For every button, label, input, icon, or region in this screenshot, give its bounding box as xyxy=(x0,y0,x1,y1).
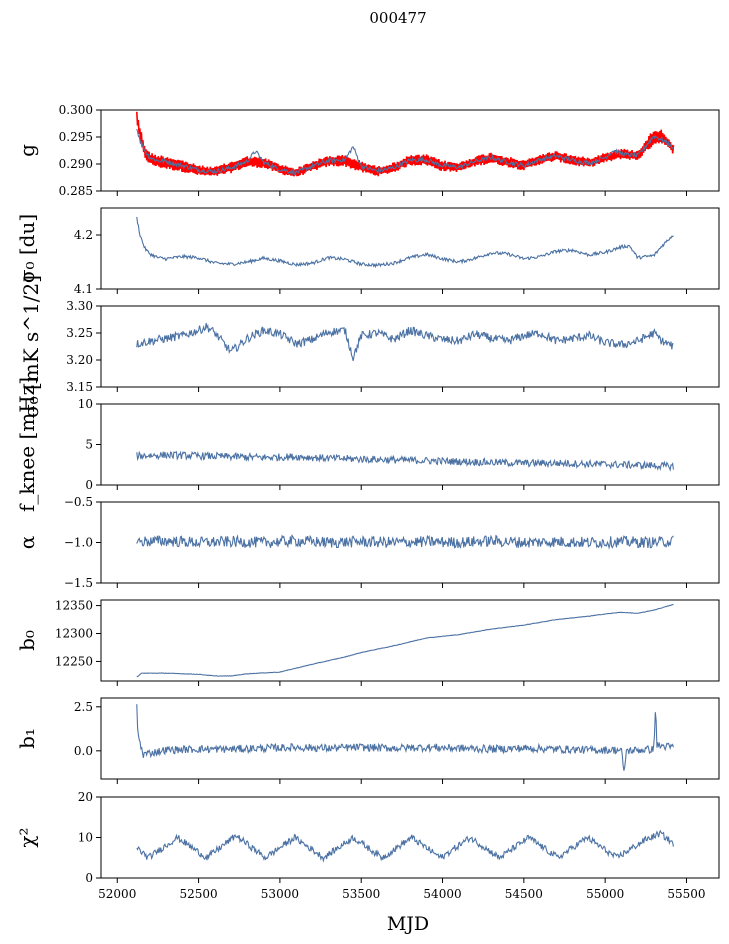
panel-g: 0.285 0.290 0.295 0.300 g xyxy=(15,103,720,198)
y-axis-label-sigma0_du: σ₀ [du] xyxy=(15,214,39,283)
x-tick-label: 54500 xyxy=(505,887,543,901)
plot-area-alpha xyxy=(136,534,674,550)
x-tick-label: 52000 xyxy=(98,887,136,901)
y-tick-label: 12250 xyxy=(55,654,93,668)
y-tick-label: −0.5 xyxy=(64,495,93,509)
plot-area-fknee xyxy=(136,450,675,472)
plot-area-g xyxy=(135,111,675,177)
plot-area-sigma0_mk xyxy=(136,322,674,361)
axes-frame-g xyxy=(100,109,720,192)
y-tick-label: 12300 xyxy=(55,627,93,641)
x-tick-label: 52500 xyxy=(179,887,217,901)
series-line-chi2 xyxy=(136,829,674,863)
y-tick-label: 2.5 xyxy=(74,700,93,714)
x-tick-label: 53000 xyxy=(261,887,299,901)
plot-area-b0 xyxy=(136,603,674,678)
series-line-sigma0_du xyxy=(136,216,674,269)
figure-title: 000477 xyxy=(369,9,426,27)
x-tick-label: 55500 xyxy=(667,887,705,901)
y-tick-label: 3.15 xyxy=(66,380,93,394)
y-tick-label: 3.25 xyxy=(66,326,93,340)
y-tick-label: 0.290 xyxy=(59,157,93,171)
y-tick-label: 4.2 xyxy=(74,228,93,242)
x-tick-label: 55000 xyxy=(586,887,624,901)
y-axis-label-b1: b₁ xyxy=(15,728,39,749)
series-line-fknee xyxy=(136,450,675,472)
y-tick-label: 5 xyxy=(85,438,93,452)
y-tick-label: 10 xyxy=(78,397,93,411)
x-tick-label: 54000 xyxy=(423,887,461,901)
y-tick-label: 3.20 xyxy=(66,353,93,367)
y-tick-label: 0.285 xyxy=(59,184,93,198)
y-axis-label-sigma0_mk: σ₀ [mK s^1/2] xyxy=(19,275,43,418)
y-axis-label-fknee: f_knee [mHz] xyxy=(15,377,39,512)
y-tick-label: 0.300 xyxy=(59,103,93,117)
y-tick-label: 10 xyxy=(78,831,93,845)
series-line-sigma0_mk xyxy=(136,322,674,361)
y-axis-label-b0: b₀ xyxy=(15,630,39,651)
y-axis-label-chi2: χ² xyxy=(15,827,39,847)
panel-b0: 12250 12300 12350 b₀ xyxy=(15,599,720,686)
panel-sigma0_mk: 3.15 3.20 3.25 3.30 σ₀ [mK s^1/2] xyxy=(19,275,720,418)
plot-area-chi2 xyxy=(136,829,674,863)
axes-frame-b0 xyxy=(100,599,720,682)
x-tick-label: 53500 xyxy=(342,887,380,901)
axes-frame-sigma0_mk xyxy=(100,305,720,388)
y-tick-label: 0.0 xyxy=(74,744,93,758)
y-tick-label: 3.30 xyxy=(66,299,93,313)
y-tick-label: 12350 xyxy=(55,599,93,613)
axes-frame-b1 xyxy=(100,697,720,780)
y-axis-label-g: g xyxy=(15,144,39,157)
y-tick-label: 20 xyxy=(78,790,93,804)
series-line-g xyxy=(136,128,674,176)
x-axis-label: MJD xyxy=(387,913,429,935)
series-line-b0 xyxy=(136,603,674,678)
series-line-alpha xyxy=(136,534,674,550)
panel-b1: 0.0 2.5 b₁ xyxy=(15,697,720,784)
panel-sigma0_du: 4.1 4.2 σ₀ [du] xyxy=(15,207,720,296)
axes-frame-fknee xyxy=(100,403,720,486)
series-line-b1 xyxy=(136,704,674,771)
y-tick-label: 0 xyxy=(85,871,93,885)
axes-frame-sigma0_du xyxy=(100,207,720,290)
panel-fknee: 0 5 10 f_knee [mHz] xyxy=(15,377,720,512)
plot-area-sigma0_du xyxy=(136,216,674,269)
series-band-g xyxy=(135,111,675,177)
y-tick-label: −1.5 xyxy=(64,576,93,590)
plot-area-b1 xyxy=(136,704,674,771)
y-tick-label: 4.1 xyxy=(74,282,93,296)
y-tick-label: 0 xyxy=(85,478,93,492)
y-axis-label-alpha: α xyxy=(15,536,39,550)
panel-chi2: 52000 52500 53000 53500 54000 54500 55000 55500… xyxy=(15,790,720,901)
y-tick-label: −1.0 xyxy=(64,536,93,550)
panel-alpha: −1.5 −1.0 −0.5 α xyxy=(15,495,720,590)
y-tick-label: 0.295 xyxy=(59,130,93,144)
